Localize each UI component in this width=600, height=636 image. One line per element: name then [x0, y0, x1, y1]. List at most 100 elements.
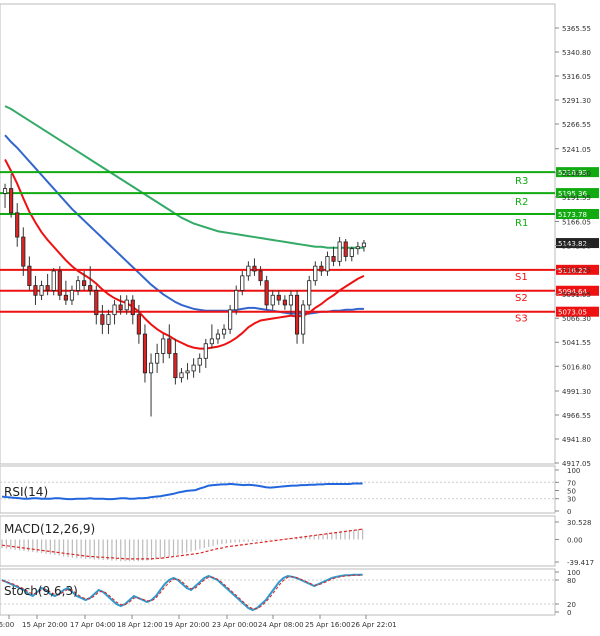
x-tick-label: 25 Apr 16:00	[305, 621, 351, 629]
x-tick-label: 23 Apr 00:00	[212, 621, 258, 629]
candle-body	[252, 265, 257, 272]
price-tick-label: 5216.30	[562, 170, 591, 178]
candle-body	[343, 241, 348, 257]
candle-body	[319, 265, 324, 272]
current-price-tag	[556, 238, 599, 249]
rsi-tick-label: 70	[567, 479, 576, 487]
candle-body	[234, 290, 239, 311]
rsi-tick-label: 0	[567, 508, 571, 516]
price-tick-label: 5266.55	[562, 121, 591, 129]
candle-body	[282, 299, 287, 306]
macd-tick-label: 30.528	[567, 519, 592, 527]
price-tick-label: 5066.30	[562, 315, 591, 323]
level-price-label: 5173.78	[558, 211, 587, 219]
candle-body	[276, 294, 281, 301]
level-name-s2: S2	[515, 293, 528, 304]
rsi-title: RSI(14)	[4, 485, 48, 499]
macd-tick-label: -39.417	[567, 559, 594, 567]
price-tick-label: 5316.05	[562, 73, 591, 81]
candle-body	[124, 299, 129, 311]
x-tick-label: 24 Apr 08:00	[258, 621, 304, 629]
level-name-s1: S1	[515, 272, 528, 283]
stoch-tick-label: 20	[567, 601, 576, 609]
candle-body	[21, 236, 26, 267]
rsi-pane	[0, 465, 556, 514]
candle-body	[63, 294, 68, 301]
stoch-tick-label: 100	[567, 569, 580, 577]
stoch-pane	[0, 568, 556, 616]
candle-body	[191, 364, 196, 372]
price-tick-label: 5340.80	[562, 49, 591, 57]
candle-body	[313, 265, 318, 282]
stoch-tick-label: 80	[567, 577, 576, 585]
level-price-tag	[556, 306, 599, 317]
x-tick-label: 18 Apr 12:00	[117, 621, 163, 629]
candle-body	[9, 188, 14, 214]
price-tick-label: 5241.05	[562, 146, 591, 154]
level-price-tag	[556, 285, 599, 296]
x-tick-label: 16:00	[0, 621, 14, 629]
candle-body	[288, 294, 294, 306]
candle-body	[228, 309, 233, 330]
candle-body	[331, 256, 336, 262]
macd-pane	[0, 515, 556, 567]
candle-body	[215, 333, 221, 340]
price-tick-label: 4917.05	[562, 460, 591, 468]
stoch-tick-label: 0	[567, 609, 571, 617]
candle-body	[246, 265, 251, 277]
candle-body	[221, 328, 227, 335]
current-price-label: 5143.82	[558, 240, 587, 248]
candle-body	[209, 338, 214, 345]
candle-body	[161, 338, 166, 354]
level-name-s3: S3	[515, 314, 528, 325]
level-price-tag	[556, 264, 599, 275]
candle-body	[57, 270, 62, 296]
x-tick-label: 15 Apr 20:00	[22, 621, 68, 629]
macd-title: MACD(12,26,9)	[4, 522, 95, 536]
price-tick-label: 5166.05	[562, 218, 591, 226]
candle-body	[51, 270, 56, 291]
candle-body	[179, 372, 184, 379]
candle-body	[118, 304, 123, 311]
candle-body	[100, 314, 105, 325]
level-price-tag	[556, 208, 599, 219]
candle-body	[355, 246, 360, 250]
level-price-label: 5195.36	[558, 190, 587, 198]
stoch-d-line	[1, 574, 363, 610]
rsi-tick-label: 50	[567, 488, 576, 496]
candle-body	[15, 212, 20, 238]
x-tick-label: 19 Apr 20:00	[164, 621, 210, 629]
candle-body	[361, 242, 367, 248]
macd-signal-line	[1, 528, 363, 560]
level-price-label: 5094.64	[558, 288, 587, 296]
candle-body	[33, 285, 38, 296]
candle-body	[185, 370, 190, 374]
candle-body	[167, 338, 172, 354]
price-tick-label: 5141.30	[562, 243, 591, 251]
candle-body	[136, 314, 141, 335]
level-name-r1: R1	[515, 218, 528, 229]
level-name-r3: R3	[515, 176, 528, 187]
candle-body	[27, 265, 32, 286]
candle-body	[94, 290, 99, 316]
price-tick-label: 4966.55	[562, 412, 591, 420]
candle-body	[301, 304, 306, 335]
level-price-tag	[556, 167, 599, 178]
ema-long-line	[4, 105, 364, 249]
stoch-title: Stoch(9,6,3)	[4, 584, 78, 598]
candle-body	[148, 362, 154, 374]
candle-body	[142, 333, 148, 374]
candle-body	[240, 275, 245, 291]
x-tick-label: 17 Apr 04:00	[70, 621, 116, 629]
candle-body	[325, 256, 330, 272]
candle-body	[173, 353, 178, 379]
candle-body	[130, 299, 135, 316]
candle-body	[82, 280, 87, 286]
candle-body	[258, 270, 263, 282]
candle-body	[307, 280, 312, 306]
candle-body	[112, 304, 117, 316]
macd-tick-label: 0.00	[567, 536, 583, 544]
price-tick-label: 5365.55	[562, 25, 591, 33]
